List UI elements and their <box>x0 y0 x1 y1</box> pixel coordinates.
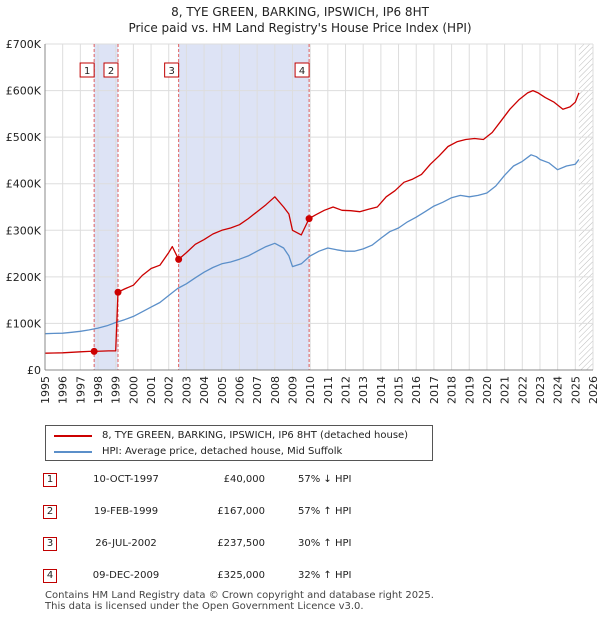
sale-hpi-diff: 57% ↑ HPI <box>298 506 352 517</box>
sale-label-1: 1 <box>84 66 90 77</box>
x-tick-label: 2002 <box>163 376 176 404</box>
sale-price: £237,500 <box>217 538 265 549</box>
sale-marker-badge: 3 <box>43 537 57 551</box>
sale-date: 10-OCT-1997 <box>93 474 159 485</box>
chart-title-block: 8, TYE GREEN, BARKING, IPSWICH, IP6 8HT … <box>0 4 600 36</box>
x-tick-label: 1995 <box>39 376 52 404</box>
series-hpi-line <box>44 154 580 335</box>
x-tick-label: 2005 <box>216 376 229 404</box>
y-tick-label: £200K <box>6 271 42 284</box>
x-tick-label: 2000 <box>127 376 140 404</box>
y-tick-label: £400K <box>6 178 42 191</box>
sale-point-4 <box>305 215 313 223</box>
ownership-shade-2 <box>178 44 310 370</box>
x-tick-label: 2019 <box>463 376 476 404</box>
sale-label-box-4 <box>294 62 310 78</box>
ownership-shade-1 <box>94 44 119 370</box>
x-tick-label: 2001 <box>145 376 158 404</box>
x-tick-label: 2021 <box>499 376 512 404</box>
price-chart: £0 £100K £200K £300K £400K £500K £600K £700K 199… <box>6 38 600 404</box>
x-tick-label: 2008 <box>269 376 282 404</box>
legend-label-hpi: HPI: Average price, detached house, Mid … <box>102 446 343 457</box>
sale-marker-badge: 2 <box>43 505 57 519</box>
footer-copyright: Contains HM Land Registry data © Crown c… <box>45 590 434 601</box>
x-tick-label: 1998 <box>92 376 105 404</box>
sale-point-2 <box>114 288 122 296</box>
x-tick-label: 1996 <box>57 376 70 404</box>
sale-point-1 <box>90 347 98 355</box>
x-tick-label: 2024 <box>552 376 565 404</box>
forecast-hatch <box>578 44 593 370</box>
sale-hpi-diff: 32% ↑ HPI <box>298 570 352 581</box>
legend-swatch-property <box>54 435 92 437</box>
sale-price: £167,000 <box>217 506 265 517</box>
sale-marker-badge: 1 <box>43 473 57 487</box>
x-tick-label: 2022 <box>516 376 529 404</box>
x-tick-label: 2013 <box>357 376 370 404</box>
sale-label-box-1 <box>79 62 95 78</box>
sale-date: 09-DEC-2009 <box>92 570 160 581</box>
series-property-line <box>44 89 580 354</box>
x-tick-label: 2004 <box>198 376 211 404</box>
x-tick-label: 2018 <box>446 376 459 404</box>
legend-label-property: 8, TYE GREEN, BARKING, IPSWICH, IP6 8HT … <box>102 430 409 441</box>
sale-label-3: 3 <box>168 66 174 77</box>
x-tick-label: 2007 <box>251 376 264 404</box>
chart-legend: 8, TYE GREEN, BARKING, IPSWICH, IP6 8HT … <box>45 425 433 461</box>
x-tick-label: 2026 <box>587 376 600 404</box>
x-tick-label: 2017 <box>428 376 441 404</box>
x-tick-label: 2025 <box>569 376 582 404</box>
sale-label-4: 4 <box>299 66 305 77</box>
y-tick-label: £300K <box>6 224 42 237</box>
x-tick-label: 2016 <box>410 376 423 404</box>
sale-point-3 <box>175 255 183 263</box>
table-row: 2 19-FEB-1999 £167,000 57% ↑ HPI <box>40 502 440 522</box>
sale-price: £325,000 <box>217 570 265 581</box>
sale-price: £40,000 <box>223 474 265 485</box>
y-tick-label: £700K <box>6 38 42 51</box>
sale-label-box-2 <box>103 62 119 78</box>
sale-label-2: 2 <box>108 66 114 77</box>
chart-subtitle: Price paid vs. HM Land Registry's House … <box>128 21 472 35</box>
x-tick-label: 2003 <box>180 376 193 404</box>
sale-marker-badge: 4 <box>43 569 57 583</box>
chart-title: 8, TYE GREEN, BARKING, IPSWICH, IP6 8HT <box>171 5 429 19</box>
y-tick-label: £600K <box>6 85 42 98</box>
y-tick-label: £0 <box>27 364 41 377</box>
x-tick-label: 2006 <box>233 376 246 404</box>
x-tick-label: 2020 <box>481 376 494 404</box>
x-tick-label: 2010 <box>304 376 317 404</box>
sale-hpi-diff: 30% ↑ HPI <box>298 538 352 549</box>
table-row: 4 09-DEC-2009 £325,000 32% ↑ HPI <box>40 566 440 586</box>
table-row: 3 26-JUL-2002 £237,500 30% ↑ HPI <box>40 534 440 554</box>
footer-attribution: Contains HM Land Registry data © Crown c… <box>45 590 434 612</box>
footer-license: This data is licensed under the Open Gov… <box>45 601 364 612</box>
x-tick-label: 2014 <box>375 376 388 404</box>
x-tick-label: 2015 <box>393 376 406 404</box>
x-tick-label: 2012 <box>340 376 353 404</box>
x-tick-label: 2011 <box>322 376 335 404</box>
sale-hpi-diff: 57% ↓ HPI <box>298 474 352 485</box>
x-tick-label: 2023 <box>534 376 547 404</box>
sale-label-box-3 <box>164 62 180 78</box>
plot-area <box>45 44 593 370</box>
sale-date: 19-FEB-1999 <box>93 506 159 517</box>
x-tick-label: 1997 <box>74 376 87 404</box>
y-tick-label: £100K <box>6 317 42 330</box>
table-row: 1 10-OCT-1997 £40,000 57% ↓ HPI <box>40 470 440 490</box>
sale-date: 26-JUL-2002 <box>95 538 157 549</box>
x-tick-label: 1999 <box>110 376 123 404</box>
x-tick-label: 2009 <box>286 376 299 404</box>
y-tick-label: £500K <box>6 131 42 144</box>
legend-swatch-hpi <box>54 451 92 453</box>
